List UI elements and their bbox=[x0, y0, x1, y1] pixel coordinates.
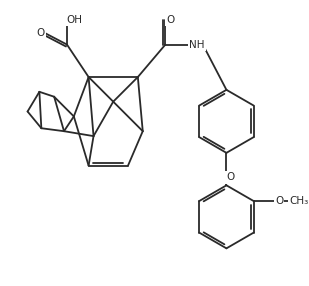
Text: O: O bbox=[36, 28, 44, 38]
Text: O: O bbox=[166, 15, 175, 25]
Text: O: O bbox=[275, 196, 283, 206]
Text: O: O bbox=[226, 172, 235, 182]
Text: NH: NH bbox=[189, 39, 205, 49]
Text: OH: OH bbox=[67, 15, 83, 25]
Text: CH₃: CH₃ bbox=[290, 196, 309, 206]
